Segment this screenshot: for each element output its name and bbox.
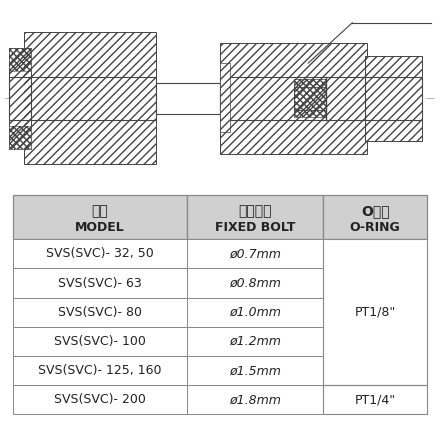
Bar [323,385,427,414]
Text: MODEL: MODEL [75,221,125,233]
Bar [13,196,187,239]
Bar [323,239,427,385]
Bar [323,196,427,239]
Bar [323,269,427,298]
Bar [24,77,156,120]
Bar [365,56,422,141]
Text: SVS(SVC)- 125, 160: SVS(SVC)- 125, 160 [38,364,162,377]
Bar [187,356,323,385]
Bar [323,327,427,356]
Bar [187,269,323,298]
Bar [323,356,427,385]
Bar [220,43,367,154]
Text: FIXED BOLT: FIXED BOLT [215,221,295,233]
Bar [13,356,187,385]
Bar [9,126,31,149]
Bar [220,43,367,154]
Bar [9,126,31,149]
Bar [24,31,156,164]
Bar [365,77,422,120]
Text: ø0.8mm: ø0.8mm [229,277,281,289]
Bar [13,269,187,298]
Bar [9,48,31,71]
Text: ø0.7mm: ø0.7mm [229,247,281,261]
Bar [13,239,187,269]
Text: SVS(SVC)- 200: SVS(SVC)- 200 [54,393,146,406]
Bar [24,31,156,164]
Bar [187,239,323,269]
Text: PT1/8": PT1/8" [355,306,396,319]
Bar [187,385,323,414]
Bar [13,385,187,414]
Bar [9,48,31,149]
Bar [294,79,326,117]
Bar [13,327,187,356]
Bar [220,63,230,133]
Text: ø1.2mm: ø1.2mm [229,335,281,348]
Bar [323,239,427,385]
Bar [323,239,427,269]
Bar [187,327,323,356]
Bar [9,77,31,120]
Bar [294,79,326,117]
Bar [294,87,326,110]
Bar [220,77,367,120]
Bar [187,196,323,239]
Text: O型環: O型環 [361,204,389,218]
Text: 型式: 型式 [92,204,108,218]
Text: SVS(SVC)- 80: SVS(SVC)- 80 [58,306,142,319]
Text: 固定螺絲: 固定螺絲 [238,204,272,218]
Bar [9,48,31,149]
Bar [9,48,31,71]
Bar [187,298,323,327]
Text: PT1/4": PT1/4" [355,393,396,406]
Text: SVS(SVC)- 63: SVS(SVC)- 63 [58,277,142,289]
Bar [365,56,422,141]
Bar [323,385,427,414]
Text: O-RING: O-RING [350,221,400,233]
Bar [13,298,187,327]
Text: SVS(SVC)- 100: SVS(SVC)- 100 [54,335,146,348]
Text: SVS(SVC)- 32, 50: SVS(SVC)- 32, 50 [46,247,154,261]
Text: ø1.8mm: ø1.8mm [229,393,281,406]
Bar [323,298,427,327]
Text: ø1.5mm: ø1.5mm [229,364,281,377]
Text: ø1.0mm: ø1.0mm [229,306,281,319]
Bar [156,83,220,113]
